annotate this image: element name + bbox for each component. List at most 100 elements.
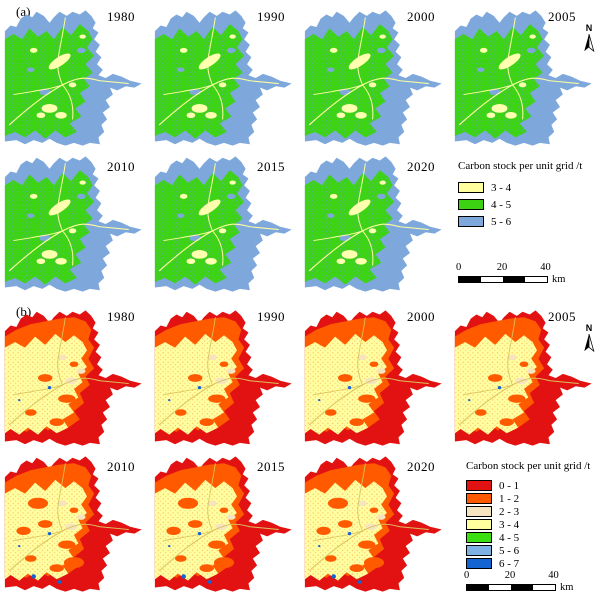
legend-swatch — [458, 199, 484, 210]
legend-swatch — [466, 519, 492, 530]
year-label-a-2010: 2010 — [107, 159, 135, 174]
north-letter: N — [585, 323, 593, 333]
map-b-2000 — [302, 309, 446, 447]
panel-b: (b) 1980 1990 2000 2005 N — [0, 300, 600, 600]
legend-swatch — [466, 493, 492, 504]
scale-ticks: 0 20 40 — [464, 570, 559, 582]
legend-item-label: 5 - 6 — [491, 215, 512, 228]
legend-item-label: 4 - 5 — [499, 531, 520, 544]
legend-item-label: 3 - 4 — [491, 181, 512, 194]
map-cell-b-2020: 2020 — [300, 450, 450, 600]
scale-tick-0: 0 — [464, 570, 470, 581]
map-b-2020 — [302, 455, 446, 593]
scale-tick-0: 0 — [456, 262, 462, 273]
map-a-2020 — [302, 155, 446, 293]
legend-item: 5 - 6 — [458, 213, 600, 230]
year-label-b-1990: 1990 — [257, 309, 285, 324]
legend-a-items: 3 - 4 4 - 5 5 - 6 — [458, 179, 600, 230]
north-arrow-a: N — [581, 24, 597, 53]
year-label-b-2005: 2005 — [548, 309, 576, 324]
legend-swatch — [458, 216, 484, 227]
legend-item: 4 - 5 — [458, 196, 600, 213]
legend-b-items: 0 - 1 1 - 2 2 - 3 3 - 4 — [466, 479, 600, 570]
legend-a: Carbon stock per unit grid /t 3 - 4 4 - … — [458, 160, 600, 230]
legend-item-label: 0 - 1 — [499, 479, 520, 492]
map-cell-b-1980: 1980 — [0, 300, 150, 450]
year-label-b-2020: 2020 — [407, 459, 435, 474]
map-a-1990 — [152, 9, 296, 147]
map-b-2005 — [452, 309, 596, 447]
scale-unit: km — [560, 582, 574, 593]
scale-tick-40: 40 — [548, 570, 559, 581]
map-cell-b-2000: 2000 — [300, 300, 450, 450]
scale-tick-20: 20 — [504, 570, 516, 581]
year-label-a-2015: 2015 — [257, 159, 285, 174]
legend-item: 3 - 4 — [466, 518, 600, 531]
north-arrow-b: N — [581, 324, 597, 353]
legend-swatch — [466, 480, 492, 491]
legend-item-label: 2 - 3 — [499, 505, 520, 518]
map-cell-a-2010: 2010 — [0, 150, 150, 300]
year-label-a-2020: 2020 — [407, 159, 435, 174]
map-b-1990 — [152, 309, 296, 447]
map-b-2015 — [152, 455, 296, 593]
legend-b-title: Carbon stock per unit grid /t — [466, 460, 591, 472]
map-b-2010 — [2, 455, 146, 593]
map-a-2015 — [152, 155, 296, 293]
north-arrow-icon — [584, 34, 595, 53]
scale-bar-b: 0 20 40 km — [464, 570, 586, 593]
map-cell-b-2010: 2010 — [0, 450, 150, 600]
map-cell-b-2005: 2005 N — [450, 300, 600, 450]
legend-item: 0 - 1 — [466, 479, 600, 492]
north-arrow-icon — [584, 334, 595, 353]
scale-tick-40: 40 — [540, 262, 551, 273]
scale-tick-20: 20 — [496, 262, 508, 273]
year-label-a-1990: 1990 — [257, 9, 285, 24]
legend-swatch — [466, 506, 492, 517]
map-cell-a-2020: 2020 — [300, 150, 450, 300]
legend-item-label: 3 - 4 — [499, 518, 520, 531]
map-cell-a-2000: 2000 — [300, 0, 450, 150]
year-label-b-2010: 2010 — [107, 459, 135, 474]
map-a-2010 — [2, 155, 146, 293]
map-cell-a-2015: 2015 — [150, 150, 300, 300]
panel-a: (a) 1980 1990 2000 2005 N — [0, 0, 600, 300]
map-cell-b-1990: 1990 — [150, 300, 300, 450]
legend-item-label: 4 - 5 — [491, 198, 512, 211]
year-label-a-1980: 1980 — [107, 9, 135, 24]
year-label-b-2015: 2015 — [257, 459, 285, 474]
map-a-2000 — [302, 9, 446, 147]
legend-item: 3 - 4 — [458, 179, 600, 196]
legend-item: 5 - 6 — [466, 544, 600, 557]
legend-swatch — [466, 532, 492, 543]
scale-ticks: 0 20 40 — [456, 262, 551, 274]
scale-bar-segments — [466, 584, 556, 591]
legend-cell-b: Carbon stock per unit grid /t 0 - 1 1 - … — [450, 450, 600, 600]
legend-cell-a: Carbon stock per unit grid /t 3 - 4 4 - … — [450, 150, 600, 300]
legend-swatch — [466, 558, 492, 569]
map-cell-a-1980: 1980 — [0, 0, 150, 150]
year-label-a-2005: 2005 — [548, 9, 576, 24]
scale-bar-a: 0 20 40 km — [456, 262, 578, 285]
map-cell-b-2015: 2015 — [150, 450, 300, 600]
map-a-1980 — [2, 9, 146, 147]
map-b-1980 — [2, 309, 146, 447]
legend-item: 4 - 5 — [466, 531, 600, 544]
legend-item: 2 - 3 — [466, 505, 600, 518]
year-label-b-1980: 1980 — [107, 309, 135, 324]
legend-item: 1 - 2 — [466, 492, 600, 505]
legend-swatch — [466, 545, 492, 556]
legend-swatch — [458, 182, 484, 193]
year-label-b-2000: 2000 — [407, 309, 435, 324]
north-letter: N — [585, 23, 593, 33]
legend-item-label: 1 - 2 — [499, 492, 520, 505]
scale-unit: km — [552, 274, 566, 285]
legend-item-label: 6 - 7 — [499, 557, 520, 570]
map-a-2005 — [452, 9, 596, 147]
map-cell-a-1990: 1990 — [150, 0, 300, 150]
legend-item-label: 5 - 6 — [499, 544, 520, 557]
legend-item: 6 - 7 — [466, 557, 600, 570]
scale-bar-segments — [458, 276, 548, 283]
map-cell-a-2005: 2005 N — [450, 0, 600, 150]
